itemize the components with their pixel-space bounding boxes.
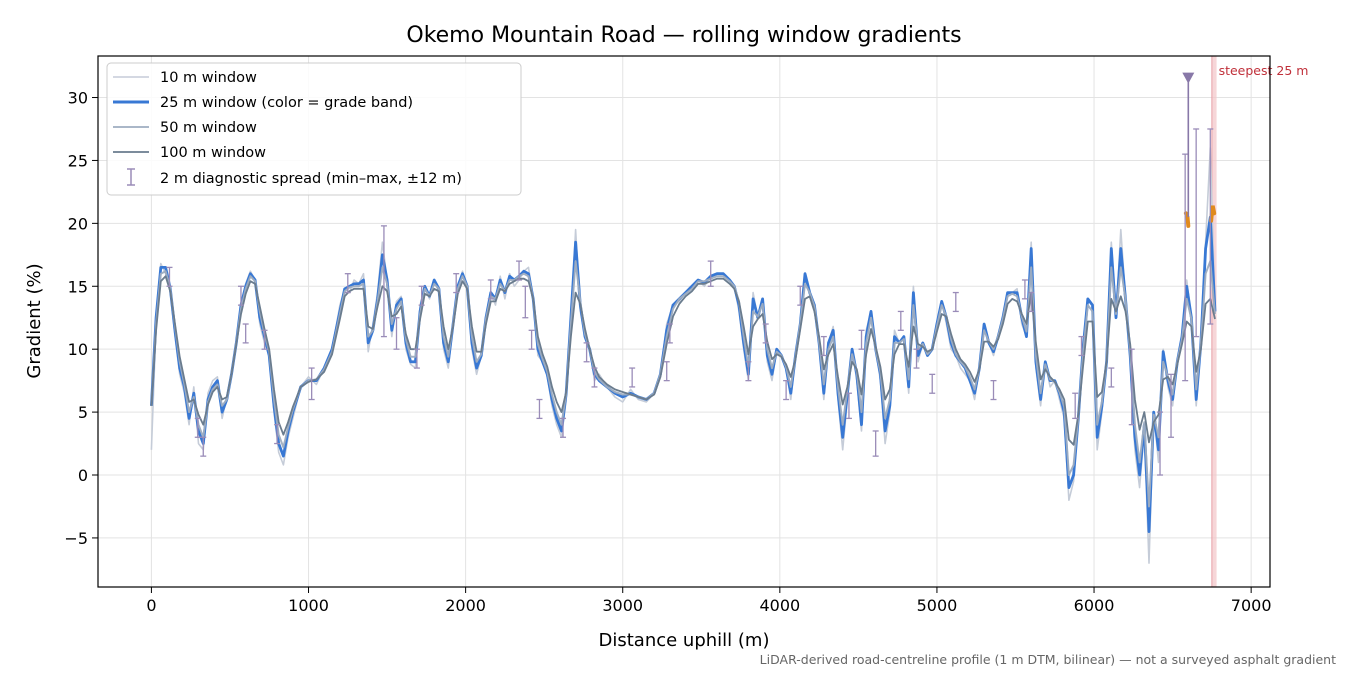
- y-tick-label: 25: [68, 151, 88, 170]
- spread-bar: [528, 329, 535, 350]
- spread-bar: [1078, 335, 1085, 357]
- spread-bar: [820, 335, 827, 357]
- spread-bar: [516, 260, 523, 281]
- plot-frame: [97, 55, 1271, 588]
- spread-bar: [783, 379, 790, 401]
- spread-bar: [797, 285, 804, 306]
- spread-bar: [858, 329, 865, 350]
- spread-bar: [194, 417, 201, 438]
- spread-bar: [929, 373, 936, 394]
- spread-bar: [237, 285, 244, 306]
- legend-label-100m: 100 m window: [160, 145, 266, 161]
- legend-label-spread: 2 m diagnostic spread (min–max, ±12 m): [160, 171, 462, 187]
- spread-bar: [629, 367, 636, 388]
- marker-layer: [1182, 72, 1195, 218]
- axes: 0 1000 2000 3000 4000 5000 6000 7000 −5 0 5 10 15 20 2…: [64, 89, 1271, 615]
- y-tick-label: 10: [68, 340, 88, 359]
- y-tick-label: 5: [78, 403, 88, 422]
- x-tick-label: 2000: [445, 596, 486, 615]
- spread-bar: [583, 342, 590, 363]
- spread-bar: [536, 398, 543, 420]
- spread-bar: [1168, 373, 1175, 438]
- spread-bar: [487, 279, 494, 300]
- x-tick-label: 7000: [1231, 596, 1272, 615]
- x-tick-label: 3000: [602, 596, 643, 615]
- spread-bar: [274, 424, 281, 445]
- spread-bar: [1128, 348, 1135, 426]
- chart-title: Okemo Mountain Road — rolling window gra…: [406, 23, 961, 48]
- x-tick-label: 6000: [1074, 596, 1115, 615]
- spread-bar: [952, 291, 959, 313]
- spread-bar: [845, 392, 852, 420]
- legend-box: [106, 62, 522, 196]
- legend-swatch-spread: [127, 168, 135, 186]
- spread-bar: [745, 361, 752, 382]
- spread-layer: [166, 128, 1214, 476]
- spread-bar: [413, 348, 420, 369]
- spread-bar: [872, 430, 879, 457]
- spread-bar: [393, 317, 400, 350]
- spread-bar: [666, 323, 673, 344]
- spread-bar: [990, 379, 997, 401]
- spread-bar: [344, 273, 351, 294]
- spread-bar: [1182, 153, 1189, 382]
- steepest-label: steepest 25 m: [1219, 63, 1309, 78]
- spread-bar: [1193, 128, 1200, 338]
- spread-bar: [663, 361, 670, 382]
- spread-bar: [1072, 392, 1079, 420]
- spread-bar: [1108, 367, 1115, 388]
- y-tick-label: 20: [68, 214, 88, 233]
- x-axis-label: Distance uphill (m): [599, 630, 770, 651]
- spread-bar: [453, 273, 460, 294]
- legend: 10 m window 25 m window (color = grade b…: [106, 62, 522, 196]
- steep-grade-segment: [1209, 205, 1217, 223]
- spread-bar: [1028, 291, 1035, 313]
- spread-bar: [200, 436, 207, 457]
- y-tick-label: 0: [78, 466, 88, 485]
- legend-label-50m: 50 m window: [160, 120, 257, 136]
- spread-bar: [1021, 279, 1028, 300]
- legend-label-25m: 25 m window (color = grade band): [160, 95, 413, 111]
- spread-bar: [418, 285, 425, 306]
- spread-bar: [897, 310, 904, 331]
- steepest-band: [1211, 56, 1217, 587]
- spread-bar: [242, 323, 249, 344]
- legend-label-10m: 10 m window: [160, 70, 257, 86]
- y-tick-label: 30: [68, 89, 88, 108]
- steepest-highlight: steepest 25 m: [1211, 56, 1309, 587]
- steep-grade-segment: [1183, 211, 1191, 228]
- x-tick-label: 0: [146, 596, 156, 615]
- spread-bar: [308, 367, 315, 401]
- max-marker-triangle: [1182, 72, 1195, 84]
- series-layer: [150, 147, 1217, 564]
- spread-bar: [522, 285, 529, 319]
- spread-bar: [1157, 411, 1164, 476]
- spread-bar: [913, 348, 920, 369]
- spread-bar: [1207, 128, 1214, 325]
- spread-bar: [591, 367, 598, 388]
- spread-bar: [762, 323, 769, 344]
- y-tick-label: −5: [64, 529, 88, 548]
- spread-bar: [560, 417, 567, 438]
- x-tick-label: 1000: [288, 596, 329, 615]
- y-axis-label: Gradient (%): [24, 263, 45, 378]
- spread-bar: [707, 260, 714, 287]
- y-tick-label: 15: [68, 277, 88, 296]
- spread-bar: [261, 329, 268, 350]
- footnote: LiDAR-derived road-centreline profile (1…: [760, 652, 1336, 667]
- x-tick-label: 4000: [759, 596, 800, 615]
- series-line-3: [150, 275, 1216, 446]
- spread-bar: [380, 225, 387, 338]
- spread-bar: [166, 266, 173, 287]
- x-tick-label: 5000: [917, 596, 958, 615]
